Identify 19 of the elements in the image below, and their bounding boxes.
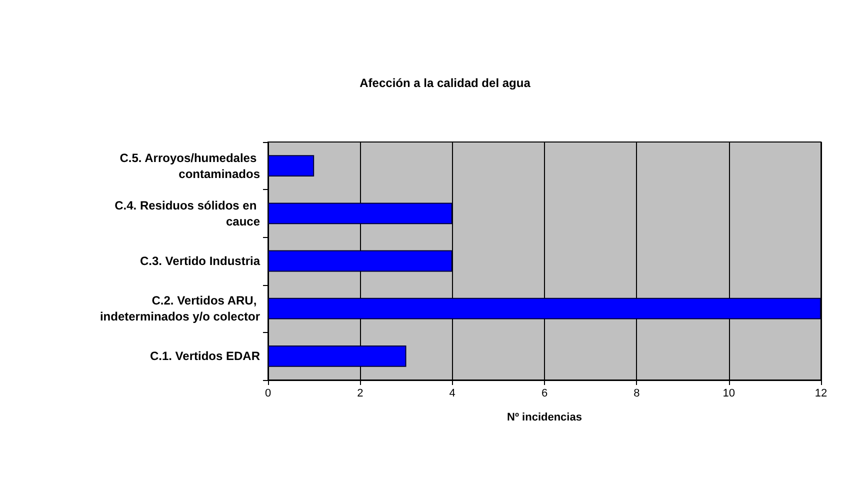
bar (268, 202, 452, 224)
x-axis-title: Nº incidencias (507, 412, 582, 424)
x-tick-label: 0 (264, 388, 272, 400)
y-tick-label: C.5. Arroyos/humedales contaminados (120, 150, 260, 181)
x-tick-label: 10 (722, 388, 735, 400)
chart-title: Afección a la calidad del agua (360, 76, 531, 90)
bar (268, 155, 314, 177)
bar (268, 298, 821, 320)
x-tick-label: 8 (634, 388, 640, 400)
x-tick-label: 12 (814, 388, 828, 400)
y-tick-label: C.2. Vertidos ARU, indeterminados y/o colector (100, 294, 260, 324)
bar (268, 250, 452, 272)
y-tick-label: C.4. Residuos sólidos en cauce (114, 198, 260, 228)
bar (268, 345, 406, 367)
x-tick-label: 6 (541, 388, 548, 400)
y-tick-label: C.1. Vertidos EDAR (150, 349, 260, 364)
x-tick-label: 2 (357, 388, 364, 400)
y-tick-label: C.3. Vertido Industria (140, 254, 260, 268)
x-tick-label: 4 (449, 388, 456, 400)
